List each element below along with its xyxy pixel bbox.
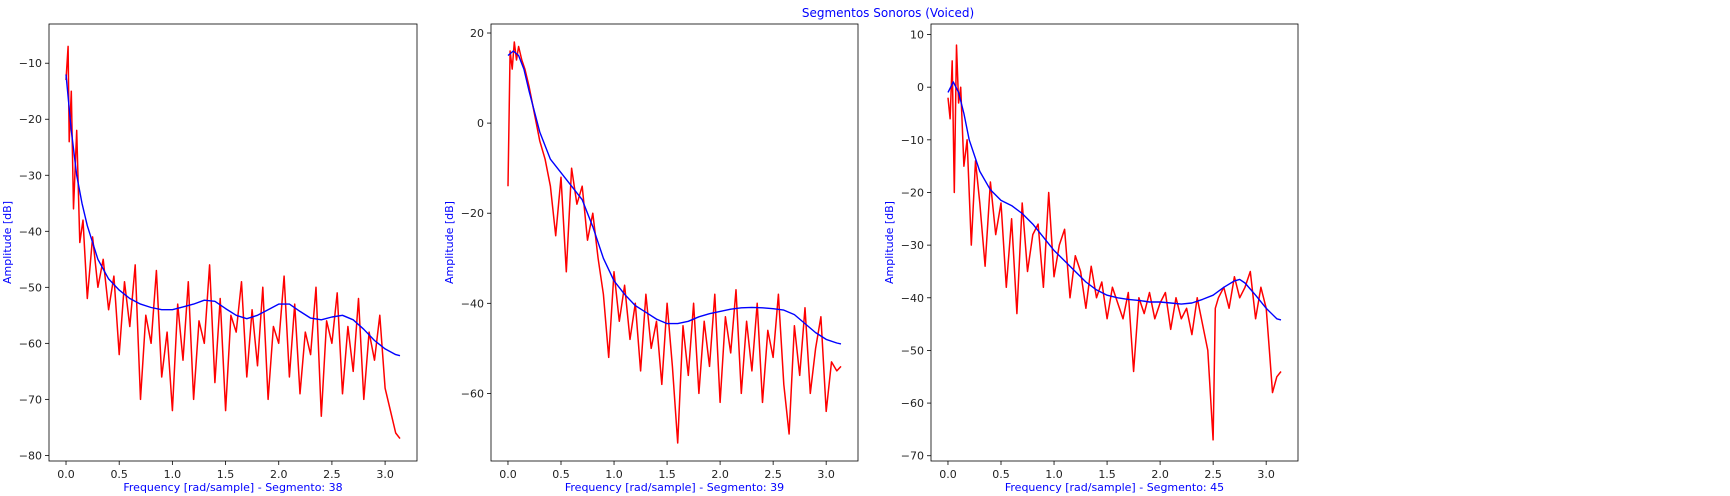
y-tick-label: −50 — [901, 344, 924, 357]
y-tick-label: −40 — [901, 292, 924, 305]
x-tick-label: 2.5 — [323, 468, 341, 481]
envelope-line — [947, 81, 1282, 321]
x-tick-label: 0.5 — [992, 468, 1010, 481]
envelope-line — [507, 50, 842, 345]
y-tick-label: −70 — [901, 450, 924, 463]
x-tick-label: 1.5 — [217, 468, 235, 481]
y-tick-label: −50 — [19, 281, 42, 294]
y-tick-label: −20 — [901, 186, 924, 199]
y-axis-label: Amplitude [dB] — [1, 201, 14, 284]
y-tick-label: 0 — [917, 81, 924, 94]
y-tick-label: 20 — [470, 27, 484, 40]
x-tick-label: 0.0 — [939, 468, 957, 481]
figure-suptitle: Segmentos Sonoros (Voiced) — [802, 6, 974, 20]
x-tick-label: 3.0 — [817, 468, 835, 481]
y-tick-label: −10 — [901, 134, 924, 147]
x-tick-label: 0.0 — [499, 468, 517, 481]
y-tick-label: 10 — [910, 29, 924, 42]
y-tick-label: −20 — [19, 113, 42, 126]
x-axis-label: Frequency [rad/sample] - Segmento: 38 — [123, 481, 342, 494]
axes-frame — [930, 23, 1299, 462]
y-tick-label: −10 — [19, 57, 42, 70]
axes-frame — [48, 23, 418, 462]
y-tick-label: −60 — [461, 387, 484, 400]
y-tick-label: −70 — [19, 393, 42, 406]
y-tick-label: −30 — [901, 239, 924, 252]
spectrum-line — [65, 45, 401, 440]
x-tick-label: 1.5 — [1098, 468, 1116, 481]
y-tick-label: −60 — [901, 397, 924, 410]
y-tick-label: −40 — [19, 225, 42, 238]
x-axis-label: Frequency [rad/sample] - Segmento: 45 — [1005, 481, 1224, 494]
chart-panel-1: 0.0 0.5 1.0 1.5 2.0 2.5 3.0 −80 −70 −60 −50 −40 −30 −… — [1, 23, 418, 494]
x-axis-label: Frequency [rad/sample] - Segmento: 39 — [565, 481, 784, 494]
y-tick-label: 0 — [477, 117, 484, 130]
y-tick-label: −60 — [19, 337, 42, 350]
x-tick-label: 2.5 — [764, 468, 782, 481]
y-tick-label: −30 — [19, 169, 42, 182]
y-tick-label: −40 — [461, 297, 484, 310]
chart-panel-3: 0.0 0.5 1.0 1.5 2.0 2.5 3.0 −70 −60 −50 −40 −30 −20 −… — [883, 23, 1299, 494]
x-tick-label: 0.5 — [552, 468, 570, 481]
chart-panel-2: 0.0 0.5 1.0 1.5 2.0 2.5 3.0 −60 −40 −20 0 20 Frequen… — [443, 23, 859, 494]
x-tick-label: 1.0 — [605, 468, 623, 481]
x-tick-label: 1.0 — [164, 468, 182, 481]
envelope-line — [65, 74, 401, 357]
y-axis-label: Amplitude [dB] — [883, 201, 896, 284]
x-tick-label: 1.5 — [658, 468, 676, 481]
x-tick-label: 2.0 — [1151, 468, 1169, 481]
y-tick-label: −20 — [461, 207, 484, 220]
x-tick-label: 2.0 — [270, 468, 288, 481]
x-tick-label: 1.0 — [1045, 468, 1063, 481]
x-tick-label: 0.0 — [57, 468, 75, 481]
axes-frame — [490, 23, 859, 462]
x-tick-label: 3.0 — [376, 468, 394, 481]
y-tick-label: −80 — [19, 449, 42, 462]
y-axis-label: Amplitude [dB] — [443, 201, 456, 284]
x-tick-label: 2.0 — [711, 468, 729, 481]
x-tick-label: 3.0 — [1257, 468, 1275, 481]
x-tick-label: 0.5 — [110, 468, 128, 481]
spectrum-line — [947, 44, 1282, 441]
spectrum-line — [507, 41, 842, 444]
x-tick-label: 2.5 — [1204, 468, 1222, 481]
